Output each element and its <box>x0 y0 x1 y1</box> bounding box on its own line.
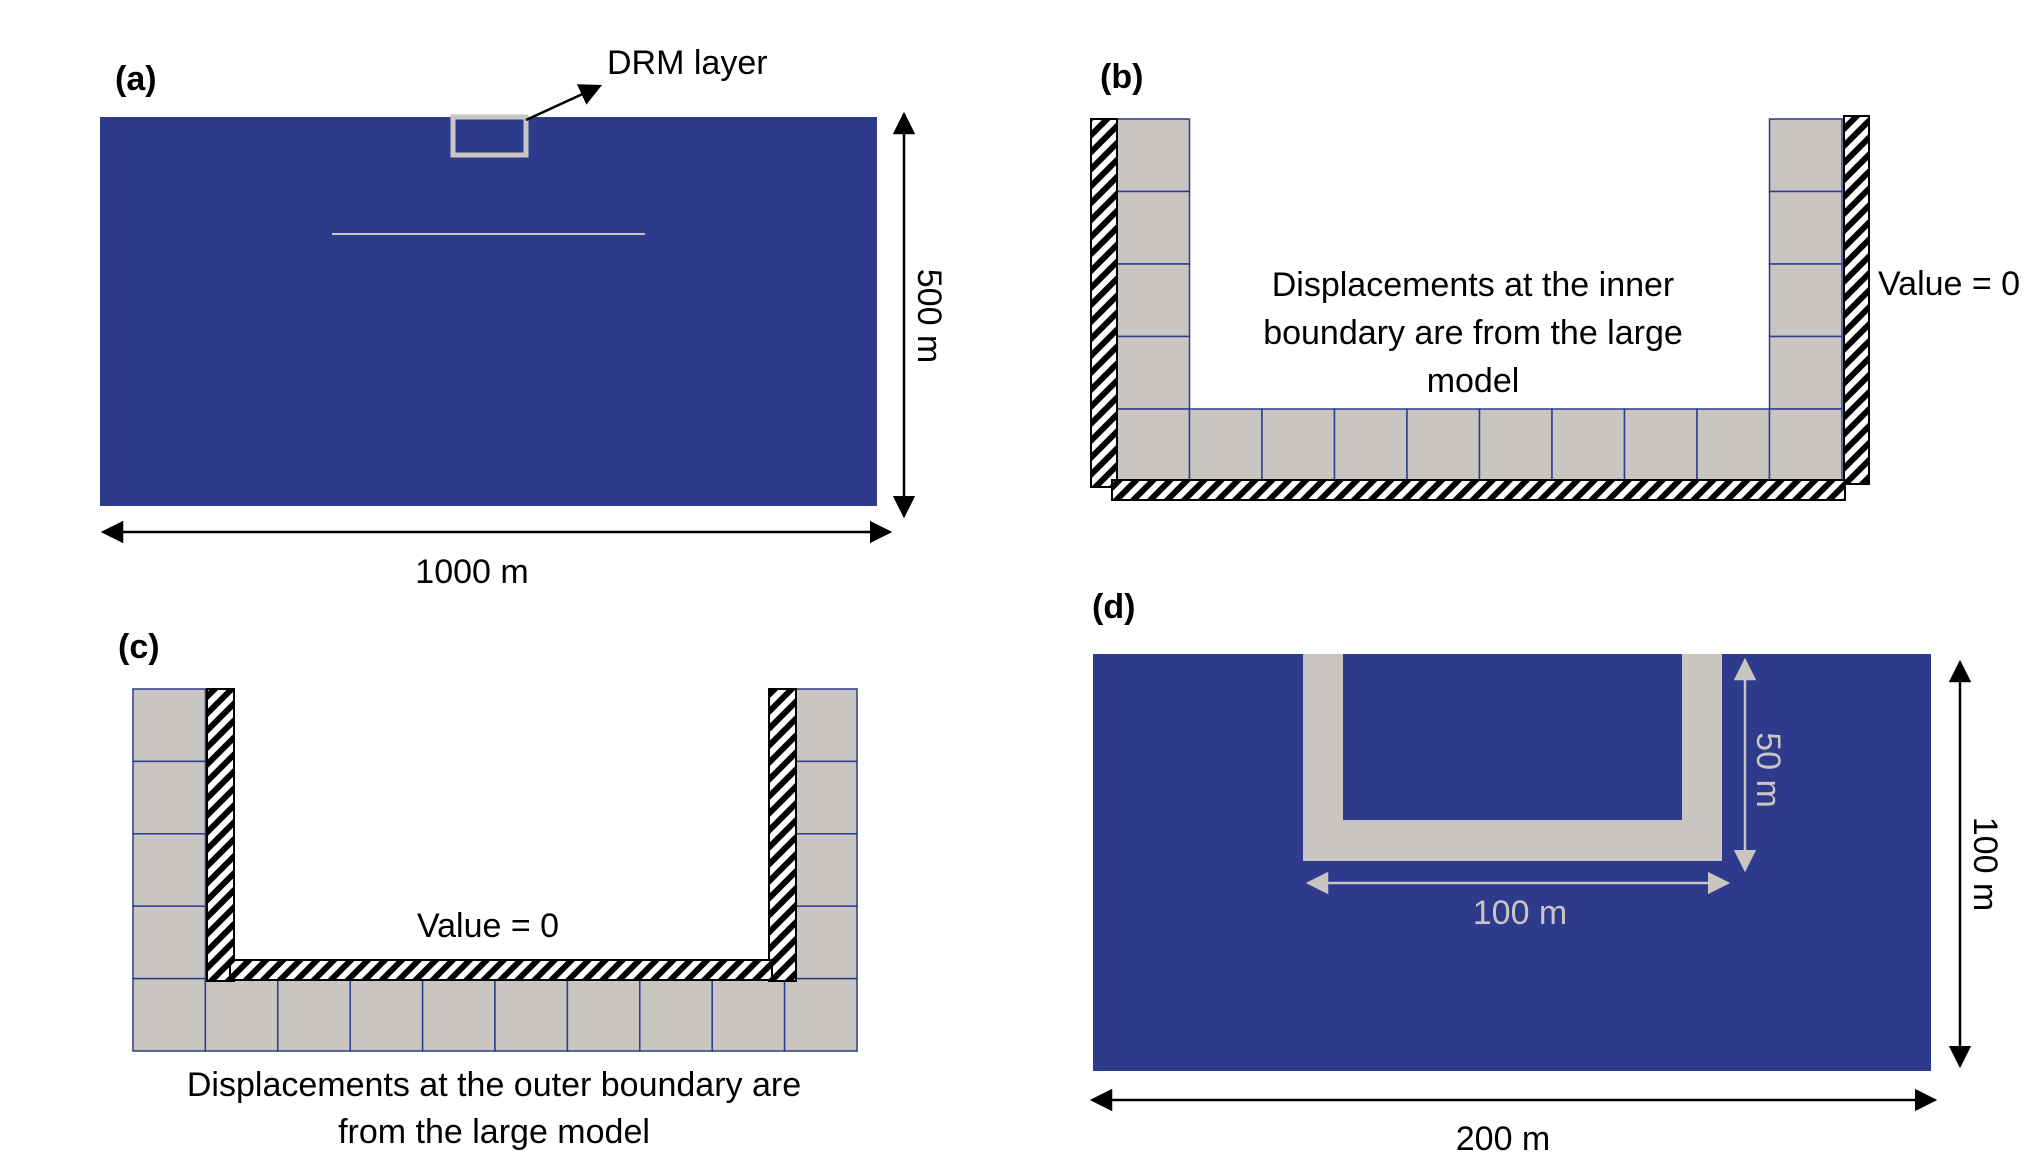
drm-element-cell <box>1261 408 1336 483</box>
drm-element-cell <box>1768 263 1843 338</box>
drm-callout-arrow <box>525 84 603 122</box>
hatched-boundary-left <box>1090 118 1118 488</box>
height-dimension-label: 100 m <box>1966 817 2004 912</box>
width-dimension-label: 200 m <box>1456 1120 1551 1158</box>
large-model-domain <box>100 117 877 506</box>
height-dimension-label: 500 m <box>910 269 948 364</box>
inner-boundary-text-line1: Displacements at the inner <box>1272 266 1675 304</box>
drm-element-cell <box>1406 408 1481 483</box>
width-dimension-label: 1000 m <box>415 553 528 591</box>
panel-c: (c) Value = 0 Displacements at the outer… <box>118 628 858 1151</box>
drm-element-cell <box>204 977 279 1052</box>
drm-element-cell <box>639 977 713 1052</box>
hatched-boundary-bottom <box>1111 479 1846 501</box>
drm-element-cell <box>132 688 207 763</box>
drm-element-cell <box>1116 335 1191 410</box>
drm-element-cell <box>1188 408 1263 483</box>
inner-width-dimension-label: 100 m <box>1473 894 1568 932</box>
drm-element-cell <box>1623 408 1698 483</box>
panel-b-label: (b) <box>1100 58 1143 96</box>
drm-element-cell <box>349 977 424 1052</box>
drm-element-cell <box>711 977 786 1052</box>
panel-d: (d) 100 m 50 m 200 m 100 m <box>1089 588 2004 1158</box>
inner-boundary-text-line3: model <box>1427 362 1520 400</box>
drm-element-cell <box>1116 190 1191 265</box>
hatched-boundary-right <box>1843 115 1870 485</box>
drm-element-cell <box>1768 335 1843 410</box>
value-zero-label-c: Value = 0 <box>417 907 559 945</box>
panel-a: (a) DRM layer 1000 m 500 m <box>100 44 948 591</box>
drm-element-cell <box>1333 408 1408 483</box>
drm-element-cell <box>132 905 207 980</box>
hatched-boundary-left <box>206 688 235 982</box>
drm-element-cell <box>494 977 569 1052</box>
hatched-boundary-bottom <box>229 959 773 981</box>
small-model-domain <box>1093 654 1931 1071</box>
drm-element-cell <box>1768 190 1843 265</box>
drm-element-cell <box>1116 263 1191 338</box>
drm-element-cell <box>277 977 351 1052</box>
drm-element-cell <box>132 833 207 907</box>
panel-b: (b) Displacements at the inner boundary … <box>1090 58 2020 501</box>
inner-depth-dimension-label: 50 m <box>1749 732 1787 808</box>
drm-element-cell <box>1116 118 1191 193</box>
inner-boundary-text-line2: boundary are from the large <box>1263 314 1683 352</box>
outer-boundary-text-line1: Displacements at the outer boundary are <box>187 1066 801 1104</box>
outer-boundary-text-line2: from the large model <box>338 1113 650 1151</box>
drm-element-cell <box>1116 408 1191 483</box>
drm-layer-box <box>450 114 529 158</box>
drm-layer-callout: DRM layer <box>607 44 768 82</box>
panel-d-label: (d) <box>1092 588 1135 626</box>
drm-element-cell <box>421 977 496 1052</box>
drm-element-cell <box>1768 408 1843 483</box>
drm-element-cell <box>1478 408 1553 483</box>
hatched-boundary-right <box>768 688 797 982</box>
drm-element-cell <box>132 977 207 1052</box>
drm-element-grid-inner <box>1116 118 1843 483</box>
value-zero-label-b: Value = 0 <box>1878 265 2020 303</box>
drm-element-cell <box>566 977 641 1052</box>
drm-element-cell <box>1551 408 1626 483</box>
drm-element-cell <box>132 760 207 835</box>
drm-element-cell <box>783 977 858 1052</box>
panel-c-label: (c) <box>118 628 160 666</box>
drm-element-cell <box>1696 408 1771 483</box>
drm-layer-band <box>1303 654 1722 861</box>
drm-element-cell <box>1768 118 1843 193</box>
panel-a-label: (a) <box>115 60 157 98</box>
drm-element-grid-outer <box>132 688 858 1052</box>
